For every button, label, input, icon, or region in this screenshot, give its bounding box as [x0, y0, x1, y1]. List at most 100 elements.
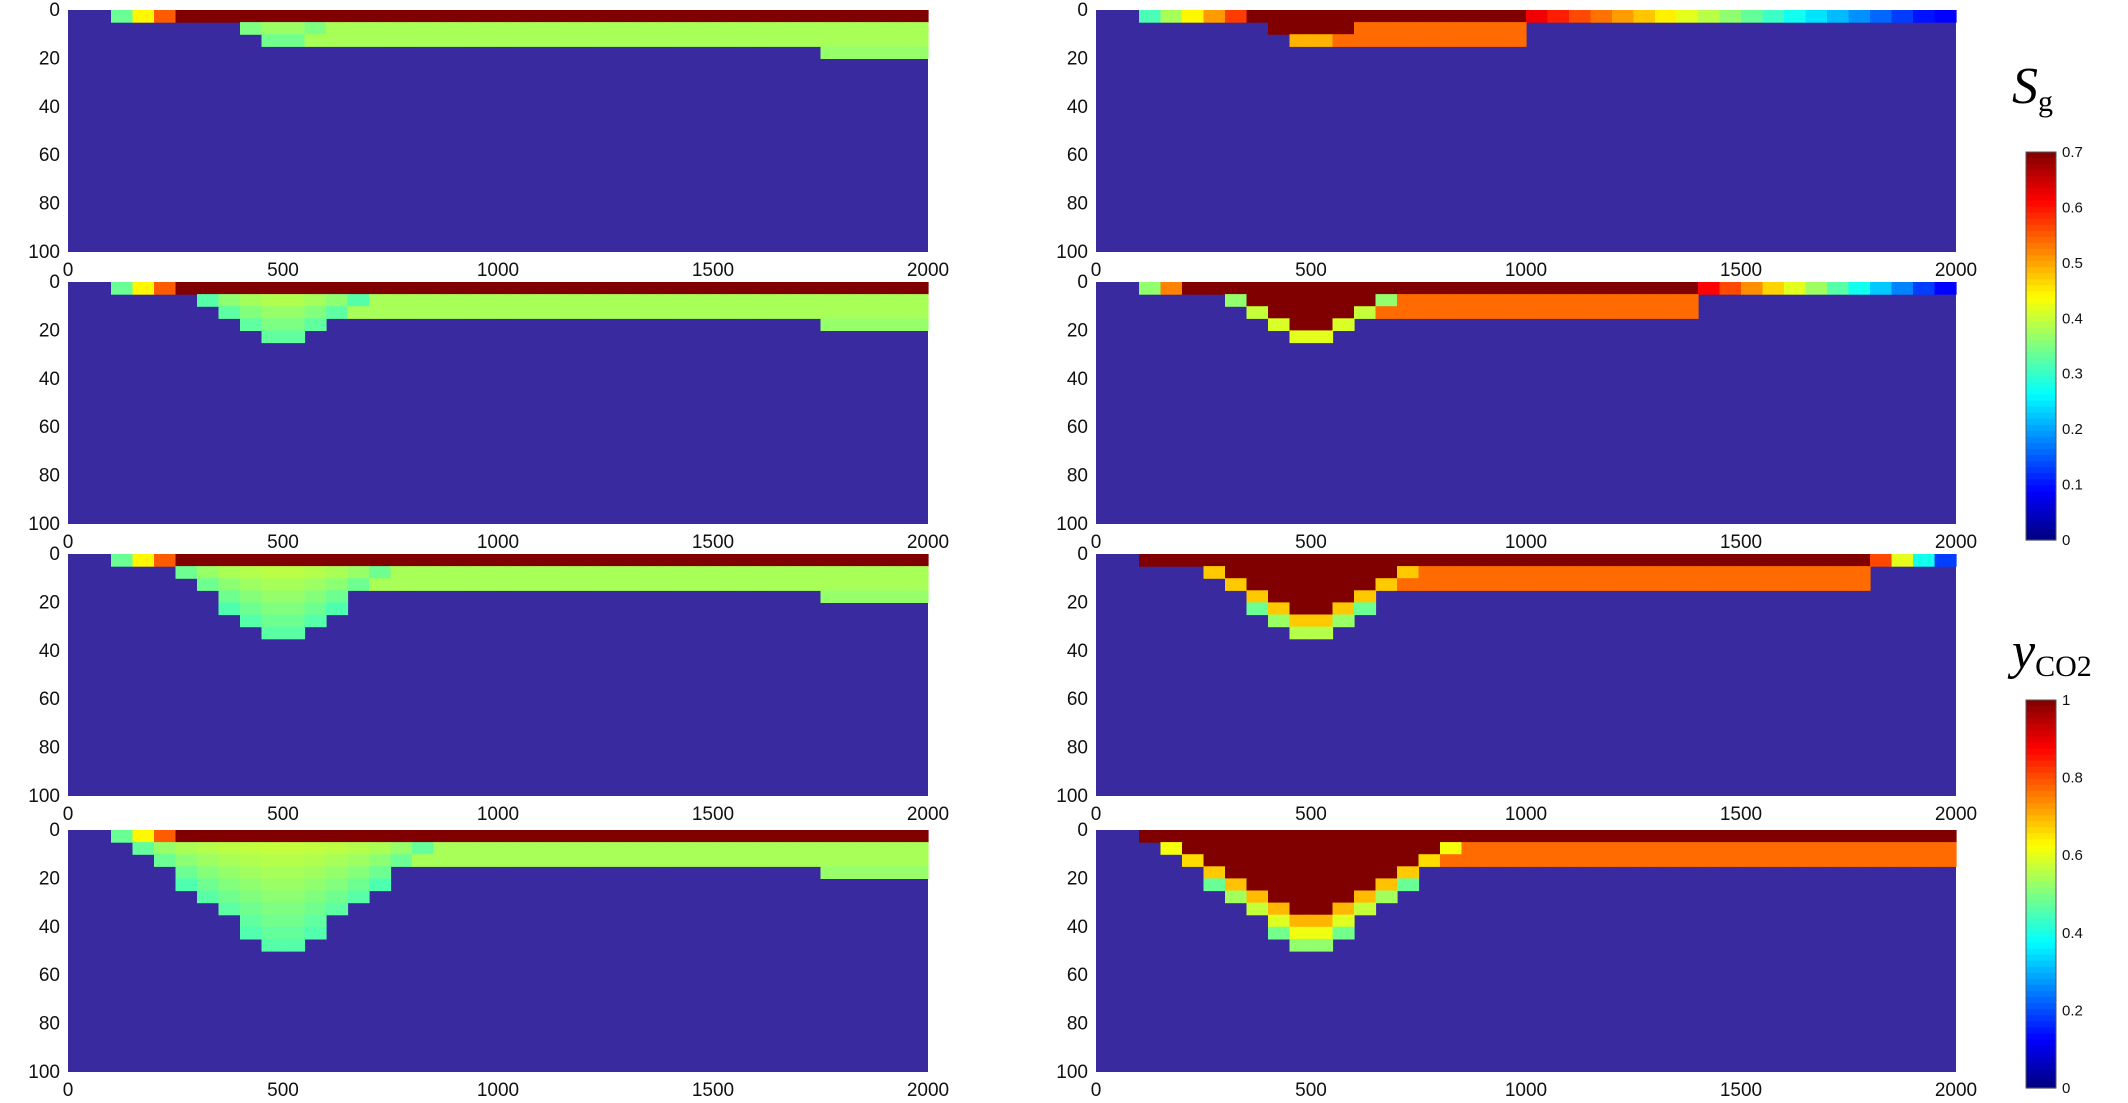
- heatmap-cell: [369, 578, 392, 591]
- heatmap-cell: [1784, 10, 1807, 23]
- heatmap-cell: [1289, 578, 1312, 591]
- heatmap-cell: [283, 318, 306, 331]
- heatmap-cell: [863, 830, 886, 843]
- heatmap-cell: [390, 22, 413, 35]
- heatmap-cell: [261, 914, 284, 928]
- heatmap-cell: [734, 34, 757, 47]
- colorbar-swatch: [2026, 1051, 2056, 1059]
- heatmap-cell: [648, 830, 671, 843]
- colorbar-swatch: [2026, 364, 2056, 371]
- heatmap-cell: [1289, 566, 1312, 579]
- colorbar-swatch: [2026, 533, 2056, 541]
- heatmap-cell: [1246, 842, 1269, 855]
- heatmap-cell: [756, 306, 779, 319]
- heatmap-cell: [1870, 282, 1893, 295]
- heatmap-cell: [562, 34, 585, 47]
- heatmap-cell: [1289, 330, 1312, 344]
- y-tick-label: 20: [39, 320, 60, 341]
- heatmap-cell: [605, 830, 628, 843]
- heatmap-cell: [304, 914, 327, 928]
- heatmap-cell: [412, 566, 435, 579]
- heatmap-cell: [326, 854, 349, 867]
- heatmap-cell: [283, 890, 306, 904]
- heatmap-cell: [1268, 878, 1291, 892]
- heatmap-cell: [1698, 830, 1721, 843]
- heatmap-cell: [175, 866, 198, 879]
- heatmap-cell: [1569, 566, 1592, 579]
- colorbar-swatch: [2026, 509, 2056, 517]
- x-tick-label: 1500: [1720, 260, 1762, 281]
- y-tick-label: 100: [28, 1062, 60, 1083]
- heatmap-cell: [1805, 10, 1828, 23]
- colorbar-swatch: [2026, 297, 2056, 305]
- y-tick-label: 80: [1067, 738, 1088, 759]
- heatmap-cell: [906, 282, 929, 295]
- colorbar-swatch: [2026, 309, 2056, 317]
- heatmap-cell: [627, 22, 650, 35]
- heatmap-cell: [1397, 306, 1420, 319]
- heatmap-cell: [584, 10, 607, 23]
- heatmap-cell: [1418, 566, 1441, 579]
- heatmap-cell: [648, 294, 671, 307]
- heatmap-cell: [756, 294, 779, 307]
- heatmap-cell: [906, 306, 929, 319]
- heatmap-cell: [713, 10, 736, 23]
- heatmap-cell: [842, 866, 865, 879]
- heatmap-cell: [283, 330, 306, 344]
- heatmap-cell: [304, 294, 327, 307]
- y-tick-label: 40: [39, 641, 60, 662]
- heatmap-cell: [1289, 842, 1312, 855]
- colorbar-swatch: [2026, 285, 2056, 293]
- colorbar-tick-label: 0.5: [2062, 255, 2083, 272]
- y-tick-label: 40: [39, 97, 60, 118]
- heatmap-cell: [1741, 830, 1764, 843]
- heatmap-cell: [261, 938, 284, 952]
- heatmap-cell: [562, 10, 585, 23]
- colorbar-swatch: [2026, 706, 2056, 713]
- heatmap-cell: [1612, 830, 1635, 843]
- heatmap-cell: [799, 22, 822, 35]
- heatmap-cell: [1397, 854, 1420, 867]
- heatmap-cell: [369, 566, 392, 579]
- heatmap-cell: [1246, 554, 1269, 567]
- heatmap-cell: [691, 34, 714, 47]
- heatmap-cell: [1526, 854, 1549, 867]
- heatmap-cell: [498, 10, 521, 23]
- heatmap-cell: [820, 46, 843, 59]
- y-tick-label: 60: [1067, 965, 1088, 986]
- colorbar-swatch: [2026, 382, 2056, 390]
- colorbar-swatch: [2026, 449, 2056, 456]
- heatmap-cell: [1354, 602, 1377, 616]
- heatmap-cell: [1483, 566, 1506, 579]
- heatmap-cell: [1246, 854, 1269, 867]
- heatmap-cell: [455, 578, 478, 591]
- heatmap-cell: [1397, 830, 1420, 843]
- heatmap-cell: [1891, 842, 1914, 855]
- heatmap-cell: [433, 282, 456, 295]
- heatmap-cell: [713, 34, 736, 47]
- heatmap-cell: [648, 22, 671, 35]
- colorbar-swatch: [2026, 790, 2056, 798]
- heatmap-cell: [1676, 554, 1699, 567]
- colorbar-swatch: [2026, 400, 2056, 408]
- heatmap-cell: [1762, 854, 1785, 867]
- heatmap-cell: [842, 282, 865, 295]
- heatmap-cell: [1934, 842, 1957, 855]
- heatmap-cell: [842, 306, 865, 319]
- heatmap-cell: [304, 590, 327, 603]
- heatmap-cell: [519, 282, 542, 295]
- heatmap-cell: [519, 22, 542, 35]
- heatmap-cell: [820, 306, 843, 319]
- heatmap-cell: [842, 578, 865, 591]
- heatmap-cell: [842, 46, 865, 59]
- heatmap-cell: [1268, 614, 1291, 628]
- heatmap-cell: [1225, 282, 1248, 295]
- heatmap-cell: [1311, 294, 1334, 307]
- heatmap-cell: [1461, 306, 1484, 319]
- heatmap-cell: [240, 890, 263, 904]
- heatmap-cell: [691, 22, 714, 35]
- heatmap-cell: [1526, 830, 1549, 843]
- heatmap-cell: [1483, 306, 1506, 319]
- heatmap-cell: [1590, 306, 1613, 319]
- heatmap-cell: [1289, 34, 1312, 47]
